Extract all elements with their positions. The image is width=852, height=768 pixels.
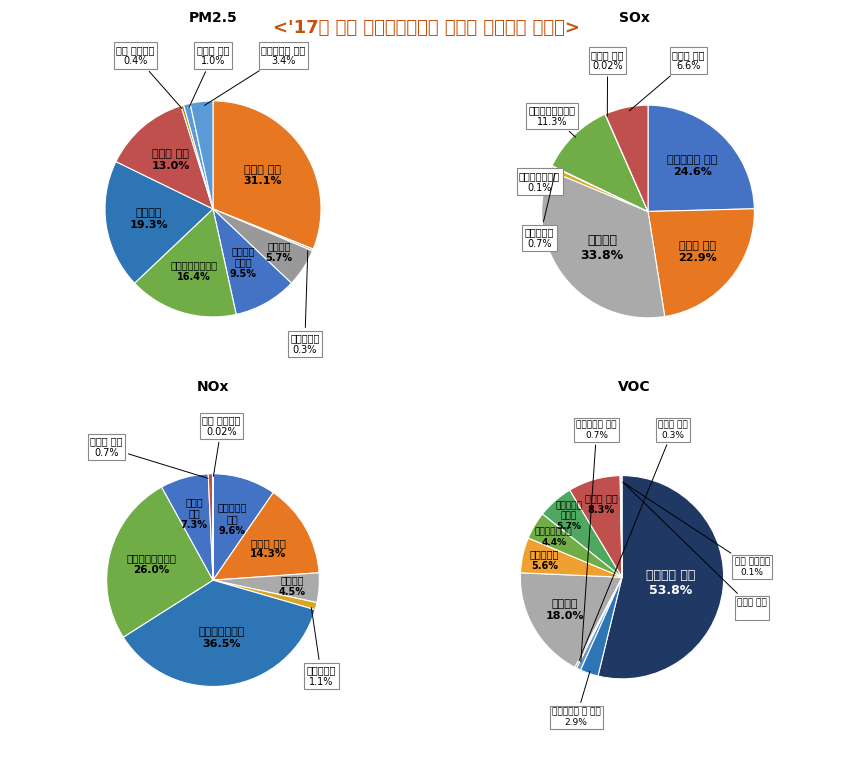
- Text: 생물성 연소
8.3%: 생물성 연소 8.3%: [584, 493, 618, 515]
- Text: 제조업 연소
31.1%: 제조업 연소 31.1%: [243, 165, 281, 187]
- Text: 폐기물처리
0.3%: 폐기물처리 0.3%: [291, 251, 320, 355]
- Text: 비산먼지
19.3%: 비산먼지 19.3%: [130, 208, 168, 230]
- Wedge shape: [542, 170, 665, 318]
- Wedge shape: [528, 514, 622, 578]
- Wedge shape: [550, 167, 648, 211]
- Title: PM2.5: PM2.5: [188, 12, 238, 25]
- Wedge shape: [598, 475, 723, 679]
- Wedge shape: [213, 209, 291, 314]
- Text: 비도로이동오염원
16.4%: 비도로이동오염원 16.4%: [170, 260, 217, 282]
- Text: 도로이동
오염원
9.5%: 도로이동 오염원 9.5%: [230, 246, 256, 279]
- Title: VOC: VOC: [619, 380, 651, 394]
- Text: 비산업
연소
7.3%: 비산업 연소 7.3%: [181, 497, 208, 530]
- Wedge shape: [577, 578, 622, 670]
- Text: 도로이동오염원
4.4%: 도로이동오염원 4.4%: [535, 527, 573, 547]
- Wedge shape: [521, 538, 622, 578]
- Wedge shape: [124, 580, 315, 687]
- Wedge shape: [570, 475, 622, 578]
- Wedge shape: [621, 475, 622, 578]
- Wedge shape: [213, 101, 321, 249]
- Text: 제조업 연소
14.3%: 제조업 연소 14.3%: [250, 538, 286, 559]
- Wedge shape: [213, 580, 317, 610]
- Wedge shape: [213, 492, 320, 580]
- Text: 에너지산업 연소
3.4%: 에너지산업 연소 3.4%: [204, 45, 305, 105]
- Wedge shape: [106, 487, 213, 637]
- Text: 생산공정
5.7%: 생산공정 5.7%: [266, 241, 292, 263]
- Wedge shape: [213, 573, 320, 603]
- Text: 폐기물처리
5.6%: 폐기물처리 5.6%: [530, 549, 560, 571]
- Text: 기타 면오염원
0.1%: 기타 면오염원 0.1%: [623, 482, 769, 577]
- Text: 제조업 연소
0.3%: 제조업 연소 0.3%: [579, 420, 688, 660]
- Wedge shape: [181, 105, 213, 209]
- Text: 비산업 연소: 비산업 연소: [624, 482, 767, 617]
- Text: 비도로이동
오염원
5.7%: 비도로이동 오염원 5.7%: [555, 502, 582, 531]
- Text: 생물성 연소
0.02%: 생물성 연소 0.02%: [591, 50, 624, 116]
- Text: 유기용제 사용
53.8%: 유기용제 사용 53.8%: [646, 569, 695, 597]
- Text: 비산업 연소
6.6%: 비산업 연소 6.6%: [630, 50, 705, 111]
- Text: 비도로이동오염원
26.0%: 비도로이동오염원 26.0%: [126, 554, 176, 575]
- Text: 에너지산업 연소
0.7%: 에너지산업 연소 0.7%: [576, 420, 617, 662]
- Wedge shape: [162, 474, 213, 580]
- Wedge shape: [605, 114, 648, 211]
- Text: 기타 면오염원
0.4%: 기타 면오염원 0.4%: [116, 45, 182, 108]
- Wedge shape: [105, 161, 213, 283]
- Wedge shape: [135, 209, 236, 317]
- Wedge shape: [116, 106, 213, 209]
- Wedge shape: [213, 209, 313, 283]
- Wedge shape: [213, 474, 273, 580]
- Text: 비산업 연소
1.0%: 비산업 연소 1.0%: [189, 45, 229, 107]
- Wedge shape: [543, 490, 622, 578]
- Wedge shape: [575, 578, 622, 668]
- Wedge shape: [580, 578, 622, 676]
- Text: 에너지산업 연소
24.6%: 에너지산업 연소 24.6%: [667, 155, 717, 177]
- Wedge shape: [183, 104, 213, 209]
- Text: 도로이동오염원
0.1%: 도로이동오염원 0.1%: [519, 170, 560, 193]
- Text: 생산공정
33.8%: 생산공정 33.8%: [580, 233, 624, 262]
- Text: 생산공정
18.0%: 생산공정 18.0%: [545, 599, 584, 621]
- Wedge shape: [648, 105, 754, 211]
- Text: 생산공정
4.5%: 생산공정 4.5%: [279, 575, 306, 597]
- Wedge shape: [648, 209, 754, 316]
- Text: 제조업 연소
22.9%: 제조업 연소 22.9%: [677, 241, 717, 263]
- Title: SOx: SOx: [619, 12, 650, 25]
- Text: 에너지산업
연소
9.6%: 에너지산업 연소 9.6%: [217, 502, 246, 536]
- Wedge shape: [190, 101, 213, 209]
- Text: <'17년 주요 대기오염물질의 세분류 배출원별 기여도>: <'17년 주요 대기오염물질의 세분류 배출원별 기여도>: [273, 19, 579, 37]
- Wedge shape: [213, 209, 314, 251]
- Text: 기타 면오염원
0.02%: 기타 면오염원 0.02%: [202, 415, 241, 476]
- Wedge shape: [208, 474, 213, 580]
- Text: 폐기물처리
0.7%: 폐기물처리 0.7%: [525, 174, 555, 249]
- Text: 생물성 연소
0.7%: 생물성 연소 0.7%: [90, 436, 208, 478]
- Wedge shape: [552, 114, 648, 211]
- Text: 도로이동오염원
36.5%: 도로이동오염원 36.5%: [198, 627, 245, 649]
- Wedge shape: [552, 166, 648, 211]
- Text: 폐기물처리
1.1%: 폐기물처리 1.1%: [307, 607, 337, 687]
- Wedge shape: [620, 475, 622, 578]
- Wedge shape: [521, 573, 622, 667]
- Text: 비도로이동오염원
11.3%: 비도로이동오염원 11.3%: [529, 105, 576, 137]
- Wedge shape: [605, 105, 648, 211]
- Text: 에너지수송 및 저장
2.9%: 에너지수송 및 저장 2.9%: [552, 671, 601, 727]
- Title: NOx: NOx: [197, 380, 229, 394]
- Text: 생물성 연소
13.0%: 생물성 연소 13.0%: [152, 149, 190, 170]
